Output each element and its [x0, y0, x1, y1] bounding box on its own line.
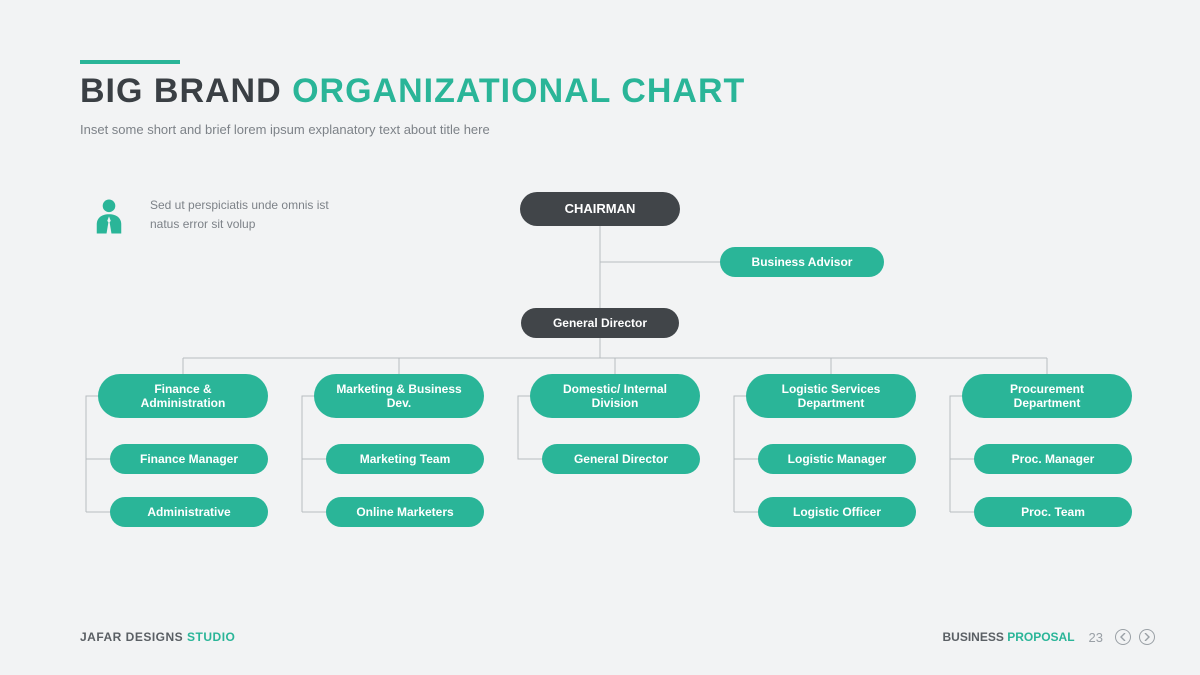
org-node-d1a: Finance Manager [110, 444, 268, 474]
org-node-gendir: General Director [521, 308, 679, 338]
org-node-d3a: General Director [542, 444, 700, 474]
footer-left: JAFAR DESIGNS STUDIO [80, 630, 235, 644]
org-node-d4b: Logistic Officer [758, 497, 916, 527]
prev-page-button[interactable] [1115, 629, 1131, 645]
org-node-dept2: Marketing & Business Dev. [314, 374, 484, 418]
org-node-chairman: CHAIRMAN [520, 192, 680, 226]
next-page-button[interactable] [1139, 629, 1155, 645]
org-node-d2a: Marketing Team [326, 444, 484, 474]
org-chart: CHAIRMAN Business Advisor General Director… [0, 0, 1200, 675]
org-node-d4a: Logistic Manager [758, 444, 916, 474]
org-node-dept5: Procurement Department [962, 374, 1132, 418]
chevron-left-icon [1120, 633, 1126, 641]
footer-right-1: BUSINESS [943, 630, 1008, 644]
org-node-dept1: Finance & Administration [98, 374, 268, 418]
footer-right: BUSINESS PROPOSAL 23 [943, 629, 1156, 645]
footer-left-2: STUDIO [187, 630, 235, 644]
org-node-dept4: Logistic Services Department [746, 374, 916, 418]
org-node-d1b: Administrative [110, 497, 268, 527]
org-node-d5a: Proc. Manager [974, 444, 1132, 474]
footer-right-label: BUSINESS PROPOSAL [943, 630, 1075, 644]
footer-right-2: PROPOSAL [1007, 630, 1074, 644]
footer: JAFAR DESIGNS STUDIO BUSINESS PROPOSAL 2… [80, 629, 1155, 645]
org-node-d2b: Online Marketers [326, 497, 484, 527]
footer-left-1: JAFAR DESIGNS [80, 630, 187, 644]
org-node-d5b: Proc. Team [974, 497, 1132, 527]
page-number: 23 [1089, 630, 1103, 645]
chevron-right-icon [1144, 633, 1150, 641]
org-node-advisor: Business Advisor [720, 247, 884, 277]
org-node-dept3: Domestic/ Internal Division [530, 374, 700, 418]
